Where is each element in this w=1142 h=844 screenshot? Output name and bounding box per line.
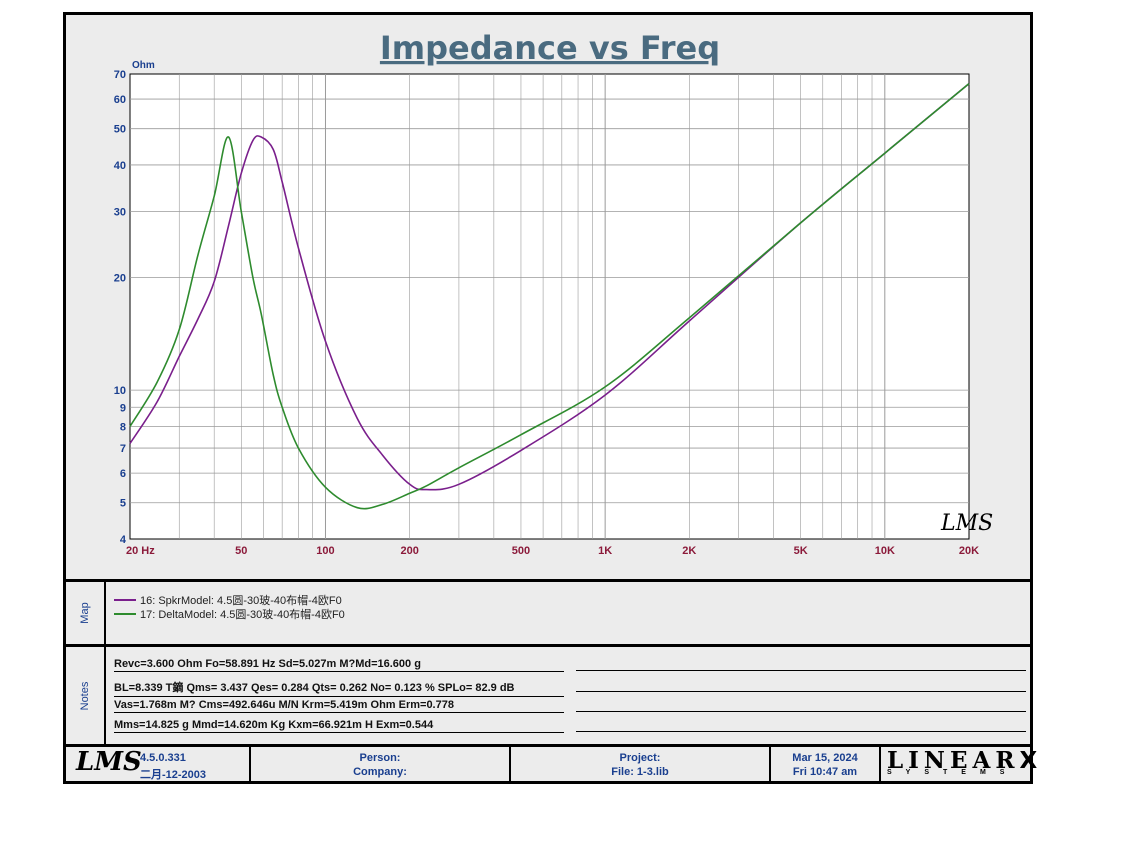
series-1-line bbox=[129, 82, 970, 491]
impedance-chart: Impedance vs Freq 4 5 6 7 8 9 10 20 30 40 50 60 70 2… bbox=[114, 29, 993, 557]
legend-item-series-2: 17: DeltaModel: 4.5圆-30玻-40布帽-4欧F0 bbox=[114, 606, 345, 622]
company-label: Company: bbox=[353, 766, 407, 778]
brand-systems: SYSTEMS bbox=[887, 769, 1019, 776]
x-tick-label: 2K bbox=[682, 545, 696, 557]
footer-date-cell: Mar 15, 2024 Fri 10:47 am bbox=[771, 747, 881, 781]
notes-label: Notes bbox=[79, 681, 91, 710]
y-tick-label: 5 bbox=[120, 498, 126, 510]
x-tick-label: 50 bbox=[235, 545, 247, 557]
build-date-text: 二月-12-2003 bbox=[140, 769, 207, 781]
series-layer bbox=[129, 82, 970, 510]
x-tick-label: 10K bbox=[875, 545, 895, 557]
series-2-line bbox=[129, 82, 970, 510]
project-label: Project: bbox=[619, 752, 661, 764]
notes-side-label: Notes bbox=[66, 647, 106, 744]
linearx-brand: LINEARX bbox=[887, 747, 1042, 774]
y-tick-label: 8 bbox=[120, 421, 126, 433]
plot-area bbox=[129, 73, 970, 540]
time-text: Fri 10:47 am bbox=[792, 766, 858, 778]
brand-word: LINEAR bbox=[887, 747, 1020, 774]
version-text: 4.5.0.331 bbox=[140, 752, 186, 764]
map-panel: Map 16: SpkrModel: 4.5圆-30玻-40布帽-4欧F0 17… bbox=[66, 582, 1030, 647]
y-tick-label: 40 bbox=[114, 160, 126, 172]
note-line-3: Vas=1.768m M? Cms=492.646u M/N Krm=5.419… bbox=[114, 699, 564, 713]
note-blank-3 bbox=[576, 711, 1026, 712]
y-tick-label: 60 bbox=[114, 94, 126, 106]
legend-swatch-series-2 bbox=[114, 613, 136, 615]
x-tick-label: 200 bbox=[400, 545, 418, 557]
lms-watermark: LMS bbox=[940, 511, 993, 536]
y-axis-label: Ohm bbox=[132, 60, 155, 71]
footer-version-cell: LMS 4.5.0.331 二月-12-2003 bbox=[66, 747, 251, 781]
note-blank-4 bbox=[576, 731, 1026, 732]
map-label: Map bbox=[79, 602, 91, 624]
y-tick-label: 50 bbox=[114, 124, 126, 136]
x-tick-label: 500 bbox=[512, 545, 530, 557]
note-blank-2 bbox=[576, 691, 1026, 692]
y-tick-label: 4 bbox=[120, 534, 127, 546]
note-blank-1 bbox=[576, 670, 1026, 671]
y-tick-label: 10 bbox=[114, 385, 126, 397]
date-text: Mar 15, 2024 bbox=[792, 752, 858, 764]
y-tick-label: 9 bbox=[120, 402, 126, 414]
file-label: File: 1-3.lib bbox=[611, 766, 669, 778]
y-tick-label: 70 bbox=[114, 69, 126, 81]
map-side-label: Map bbox=[66, 582, 106, 644]
legend-label-series-2: 17: DeltaModel: 4.5圆-30玻-40布帽-4欧F0 bbox=[140, 609, 345, 621]
y-tick-labels: 4 5 6 7 8 9 10 20 30 40 50 60 70 bbox=[114, 69, 127, 546]
note-line-2: BL=8.339 T鏑 Qms= 3.437 Qes= 0.284 Qts= 0… bbox=[114, 679, 564, 697]
chart-panel: Impedance vs Freq 4 5 6 7 8 9 10 20 30 40 50 60 70 2… bbox=[66, 15, 1030, 582]
footer-panel: LMS 4.5.0.331 二月-12-2003 Person: Company… bbox=[66, 747, 1037, 781]
brand-x: X bbox=[1019, 748, 1043, 774]
footer-brand-cell: LINEARX SYSTEMS bbox=[881, 747, 1037, 781]
person-label: Person: bbox=[359, 752, 401, 764]
x-tick-label: 100 bbox=[316, 545, 334, 557]
grid bbox=[130, 74, 969, 539]
y-tick-label: 6 bbox=[120, 468, 126, 480]
y-tick-label: 30 bbox=[114, 207, 126, 219]
x-tick-label: 1K bbox=[598, 545, 612, 557]
lms-logo: LMS bbox=[76, 747, 142, 777]
legend-label-series-1: 16: SpkrModel: 4.5圆-30玻-40布帽-4欧F0 bbox=[140, 595, 342, 607]
x-tick-label: 20K bbox=[959, 545, 979, 557]
y-tick-label: 20 bbox=[114, 273, 126, 285]
chart-title: Impedance vs Freq bbox=[380, 29, 720, 67]
legend-item-series-1: 16: SpkrModel: 4.5圆-30玻-40布帽-4欧F0 bbox=[114, 592, 342, 608]
legend-swatch-series-1 bbox=[114, 599, 136, 601]
x-tick-label: 20 Hz bbox=[126, 545, 155, 557]
x-tick-labels: 20 Hz 50 100 200 500 1K 2K 5K 10K 20K bbox=[126, 545, 979, 557]
note-line-1: Revc=3.600 Ohm Fo=58.891 Hz Sd=5.027m M?… bbox=[114, 658, 564, 672]
footer-project-cell: Project: File: 1-3.lib bbox=[511, 747, 771, 781]
footer-person-cell: Person: Company: bbox=[251, 747, 511, 781]
x-tick-label: 5K bbox=[794, 545, 808, 557]
y-tick-label: 7 bbox=[120, 443, 126, 455]
report-frame: Impedance vs Freq 4 5 6 7 8 9 10 20 30 40 50 60 70 2… bbox=[63, 12, 1037, 784]
notes-panel: Notes Revc=3.600 Ohm Fo=58.891 Hz Sd=5.0… bbox=[66, 647, 1030, 747]
note-line-4: Mms=14.825 g Mmd=14.620m Kg Kxm=66.921m … bbox=[114, 719, 564, 733]
